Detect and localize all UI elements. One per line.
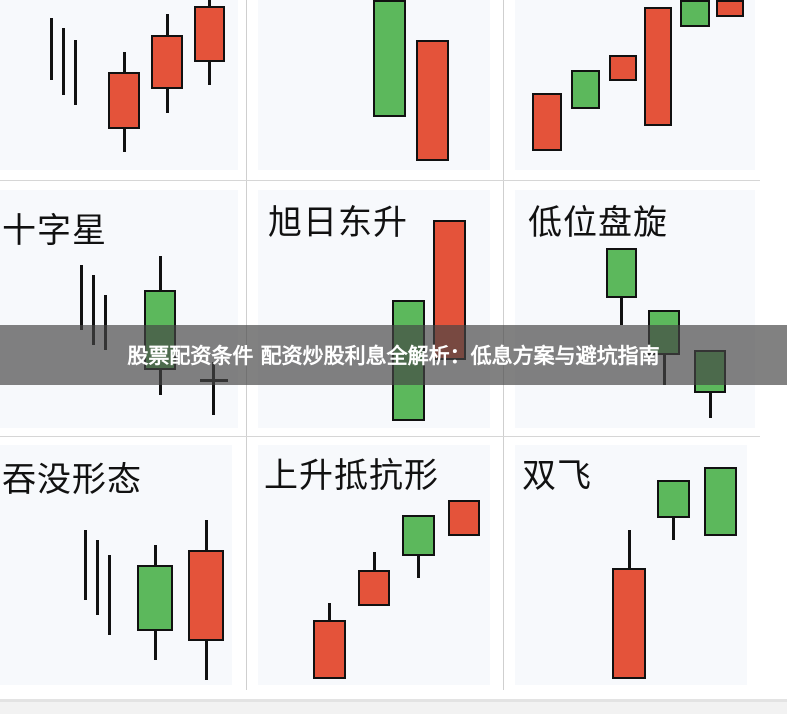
article-title: 股票配资条件 配资炒股利息全解析：低息方案与避坑指南 (127, 344, 660, 368)
bullish-candle (704, 467, 737, 536)
candle-lower-wick (122, 129, 126, 152)
pattern-label-double-flight: 双飞 (522, 456, 592, 496)
candle-lower-wick (165, 89, 169, 113)
bearish-candle (644, 7, 672, 126)
candle-upper-wick (328, 603, 331, 620)
candle-upper-wick (204, 520, 208, 550)
bullish-candle (571, 70, 600, 109)
bullish-candle (137, 565, 173, 631)
bearish-candle (358, 570, 390, 606)
grid-divider (0, 436, 760, 437)
bearish-candle (609, 55, 637, 81)
footer-strip (0, 699, 787, 714)
bearish-candle (448, 500, 480, 536)
trend-line (108, 555, 111, 635)
candle-upper-wick (122, 52, 126, 72)
pattern-label-low-consolidation: 低位盘旋 (528, 203, 668, 243)
article-title-banner: 股票配资条件 配资炒股利息全解析：低息方案与避坑指南 (0, 325, 787, 385)
candle-lower-wick (204, 641, 208, 680)
candle-lower-wick (672, 518, 675, 540)
candle-upper-wick (165, 14, 169, 35)
grid-divider (0, 180, 760, 181)
pattern-label-doji-star: 十字星 (2, 211, 107, 251)
bullish-candle (680, 0, 710, 27)
bullish-candle (606, 248, 637, 298)
bearish-candle (151, 35, 183, 89)
candle-lower-wick (417, 556, 420, 578)
bearish-candle (612, 568, 646, 679)
pattern-label-rising-sun: 旭日东升 (268, 203, 408, 243)
bearish-candle (194, 6, 225, 62)
candle-upper-wick (153, 545, 157, 565)
candle-upper-wick (627, 530, 631, 568)
doji-wick (212, 362, 215, 415)
trend-line (104, 295, 107, 350)
trend-line (80, 265, 83, 330)
bearish-candle (716, 0, 744, 17)
bullish-candle (402, 515, 435, 556)
bearish-candle (108, 72, 140, 129)
candle-upper-wick (208, 0, 211, 6)
pattern-label-engulfing: 吞没形态 (2, 460, 142, 500)
trend-line (50, 18, 53, 80)
trend-line (92, 275, 95, 345)
candle-lower-wick (620, 298, 623, 325)
trend-line (62, 28, 65, 95)
candle-lower-wick (153, 631, 157, 660)
bullish-candle (657, 480, 690, 518)
pattern-label-ascending-resistance: 上升抵抗形 (264, 456, 439, 496)
bearish-candle (532, 93, 562, 151)
candle-lower-wick (708, 393, 712, 418)
candle-lower-wick (208, 62, 211, 85)
pattern-cell-4 (0, 190, 238, 428)
bearish-candle (188, 550, 224, 641)
candle-upper-wick (372, 552, 376, 570)
bullish-candle (373, 0, 406, 117)
trend-line (74, 40, 77, 105)
candle-upper-wick (158, 256, 162, 290)
trend-line (96, 540, 99, 615)
bearish-candle (416, 40, 449, 161)
bearish-candle (313, 620, 346, 679)
trend-line (84, 530, 87, 600)
